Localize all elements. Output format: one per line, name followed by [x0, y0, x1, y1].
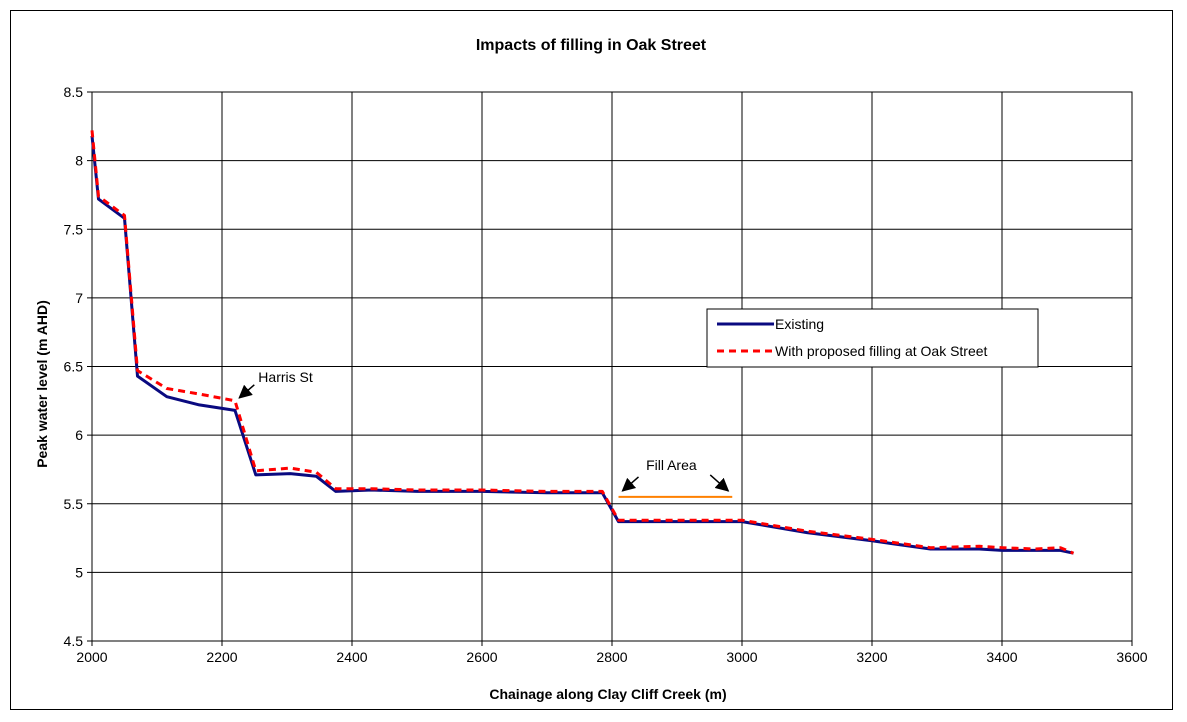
y-tick-label: 6.5: [64, 359, 84, 375]
legend-box: [706, 308, 1039, 368]
series-lines: [90, 130, 1075, 555]
tick-labels: 2000 2200 2400 2600 2800 3000 3200 3400 3600 4.5 5…: [64, 84, 1148, 665]
grid-lines: [87, 91, 1133, 646]
x-tick-label: 2200: [206, 649, 237, 665]
fill-area-arrow-left: [621, 476, 639, 492]
y-tick-label: 8: [75, 153, 83, 169]
legend-label-existing: Existing: [775, 316, 824, 332]
x-tick-label: 2400: [336, 649, 367, 665]
legend: Existing With proposed filling at Oak St…: [706, 308, 1039, 368]
x-tick-label: 3400: [986, 649, 1017, 665]
legend-label-proposed: With proposed filling at Oak Street: [775, 343, 988, 359]
chart-frame: 2000 2200 2400 2600 2800 3000 3200 3400 3600 4.5 5…: [10, 10, 1173, 710]
y-tick-label: 6: [75, 427, 83, 443]
y-axis-title: Peak water level (m AHD): [34, 300, 50, 468]
annotations: Harris St Fill Area: [238, 369, 733, 498]
y-tick-label: 5.5: [64, 496, 84, 512]
chart-svg: 2000 2200 2400 2600 2800 3000 3200 3400 3600 4.5 5…: [34, 37, 1148, 702]
y-tick-label: 8.5: [64, 84, 84, 100]
y-tick-label: 7.5: [64, 221, 84, 237]
y-tick-label: 4.5: [64, 633, 84, 649]
fill-area-label: Fill Area: [646, 457, 697, 473]
series-line-proposed: [90, 130, 1075, 555]
harris-st-label: Harris St: [258, 369, 313, 385]
fill-area-arrow-right: [709, 474, 730, 492]
x-tick-label: 2000: [76, 649, 107, 665]
y-tick-label: 5: [75, 564, 83, 580]
x-tick-label: 2600: [466, 649, 497, 665]
x-axis-title: Chainage along Clay Cliff Creek (m): [489, 686, 726, 702]
harris-st-arrow: [238, 384, 255, 399]
x-tick-label: 3600: [1116, 649, 1147, 665]
x-tick-label: 2800: [596, 649, 627, 665]
y-tick-label: 7: [75, 290, 83, 306]
chart-title: Impacts of filling in Oak Street: [476, 37, 707, 54]
x-tick-label: 3000: [726, 649, 757, 665]
x-tick-label: 3200: [856, 649, 887, 665]
